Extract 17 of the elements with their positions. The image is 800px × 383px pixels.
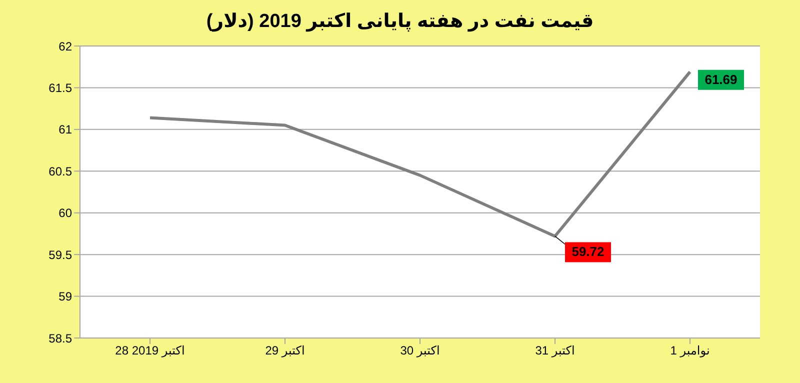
y-tick-label: 60.5 — [48, 164, 72, 178]
data-label: 61.69 — [704, 72, 738, 87]
x-tick-label: 30 اکتبر — [400, 344, 440, 358]
y-tick-label: 62 — [58, 39, 72, 54]
x-tick-label: 1 نوامبر — [670, 344, 710, 358]
line-series — [148, 70, 692, 238]
data-label: 59.72 — [572, 244, 604, 260]
x-tick-label: 31 اکتبر — [535, 344, 575, 358]
x-tick-label: 29 اکتبر — [265, 344, 305, 358]
x-tick-label: 28 اکتبر 2019 — [115, 344, 185, 358]
y-tick-label: 61 — [58, 122, 72, 137]
y-tick-label: 59.5 — [48, 248, 72, 262]
chart-title: قیمت نفت در هفته پایانی اکتبر 2019 (دلار) — [206, 11, 594, 32]
y-tick-label: 59 — [58, 290, 72, 304]
y-tick-label: 58.5 — [48, 331, 72, 346]
y-tick-label: 60 — [58, 206, 72, 220]
y-tick-label: 61.5 — [48, 80, 72, 95]
